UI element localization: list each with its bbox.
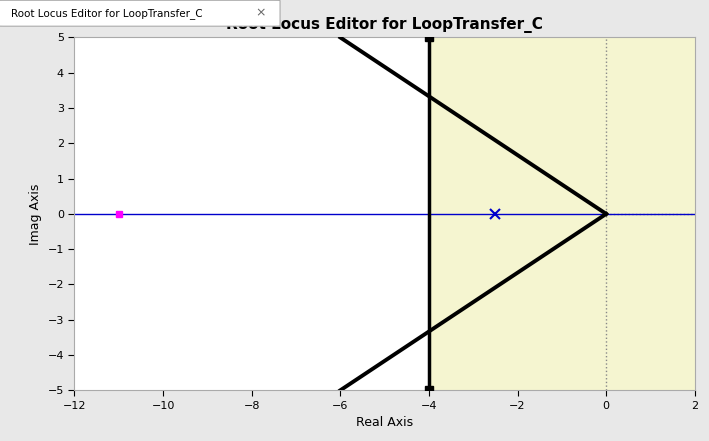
Title: Root Locus Editor for LoopTransfer_C: Root Locus Editor for LoopTransfer_C (226, 17, 543, 33)
FancyBboxPatch shape (0, 0, 280, 26)
Text: Root Locus Editor for LoopTransfer_C: Root Locus Editor for LoopTransfer_C (11, 8, 202, 19)
Y-axis label: Imag Axis: Imag Axis (29, 183, 42, 245)
Text: ×: × (255, 7, 266, 20)
X-axis label: Real Axis: Real Axis (356, 416, 413, 429)
